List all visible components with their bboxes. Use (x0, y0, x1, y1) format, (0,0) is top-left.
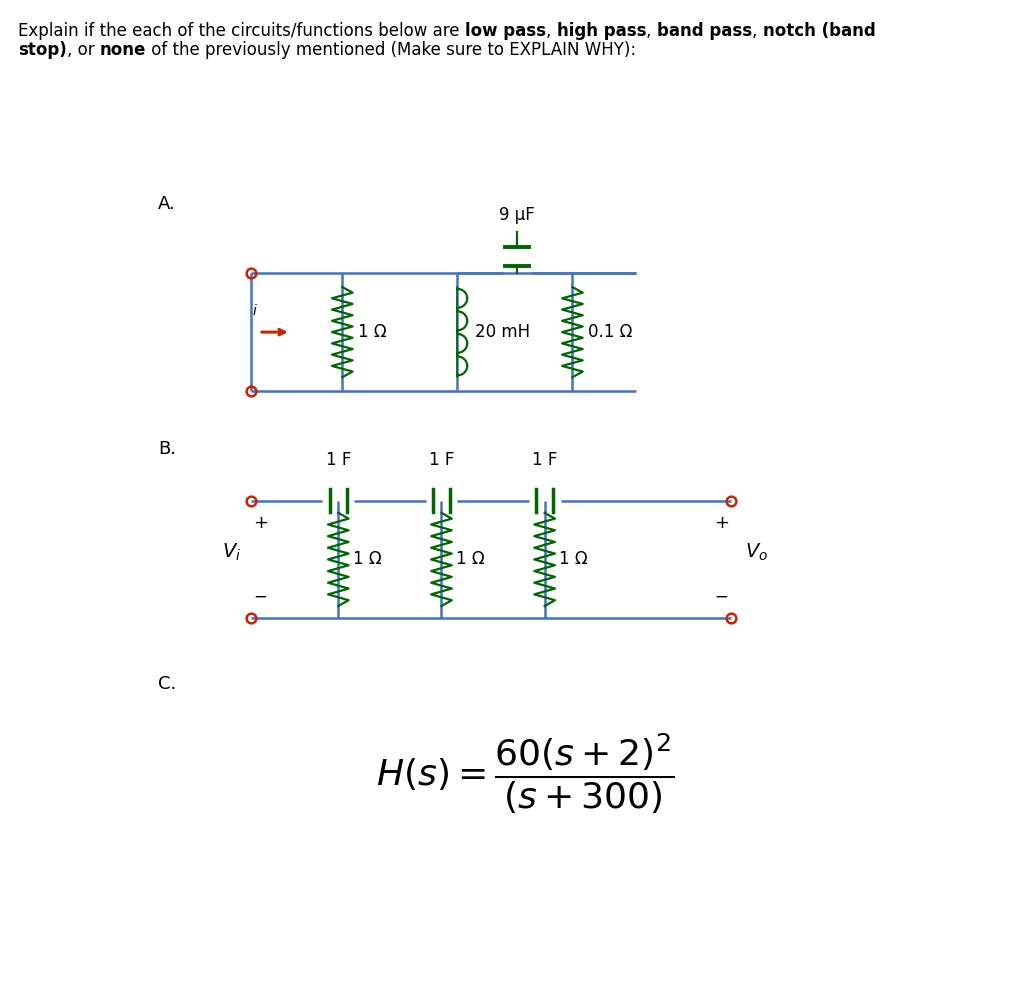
Text: 1 Ω: 1 Ω (352, 550, 381, 569)
Text: A.: A. (158, 196, 176, 214)
Text: −: − (254, 588, 267, 606)
Text: Explain if the each of the circuits/functions below are: Explain if the each of the circuits/func… (18, 22, 465, 39)
Text: 9 μF: 9 μF (499, 207, 535, 224)
Text: 1 F: 1 F (531, 451, 557, 469)
Text: ,: , (752, 22, 763, 39)
Text: , or: , or (68, 41, 100, 59)
Text: 0.1 Ω: 0.1 Ω (588, 323, 633, 341)
Text: 1 Ω: 1 Ω (456, 550, 484, 569)
Text: ,: , (646, 22, 657, 39)
Text: B.: B. (158, 440, 176, 459)
Text: $V_i$: $V_i$ (222, 541, 242, 563)
Text: notch (band: notch (band (763, 22, 876, 39)
Text: −: − (715, 588, 728, 606)
Text: 1 F: 1 F (429, 451, 455, 469)
Text: $H(s) = \dfrac{60(s+2)^2}{(s+300)}$: $H(s) = \dfrac{60(s+2)^2}{(s+300)}$ (376, 731, 674, 816)
Text: i: i (253, 304, 256, 319)
Text: 1 Ω: 1 Ω (358, 323, 387, 341)
Text: C.: C. (158, 675, 176, 693)
Text: +: + (253, 515, 268, 532)
Text: ,: , (546, 22, 557, 39)
Text: stop): stop) (18, 41, 68, 59)
Text: +: + (714, 515, 729, 532)
Text: $V_o$: $V_o$ (745, 541, 768, 563)
Text: 1 Ω: 1 Ω (559, 550, 588, 569)
Text: band pass: band pass (657, 22, 752, 39)
Text: 1 F: 1 F (326, 451, 351, 469)
Text: low pass: low pass (465, 22, 546, 39)
Text: of the previously mentioned (Make sure to EXPLAIN WHY):: of the previously mentioned (Make sure t… (146, 41, 637, 59)
Text: 20 mH: 20 mH (475, 323, 530, 341)
Text: none: none (100, 41, 146, 59)
Text: high pass: high pass (557, 22, 646, 39)
